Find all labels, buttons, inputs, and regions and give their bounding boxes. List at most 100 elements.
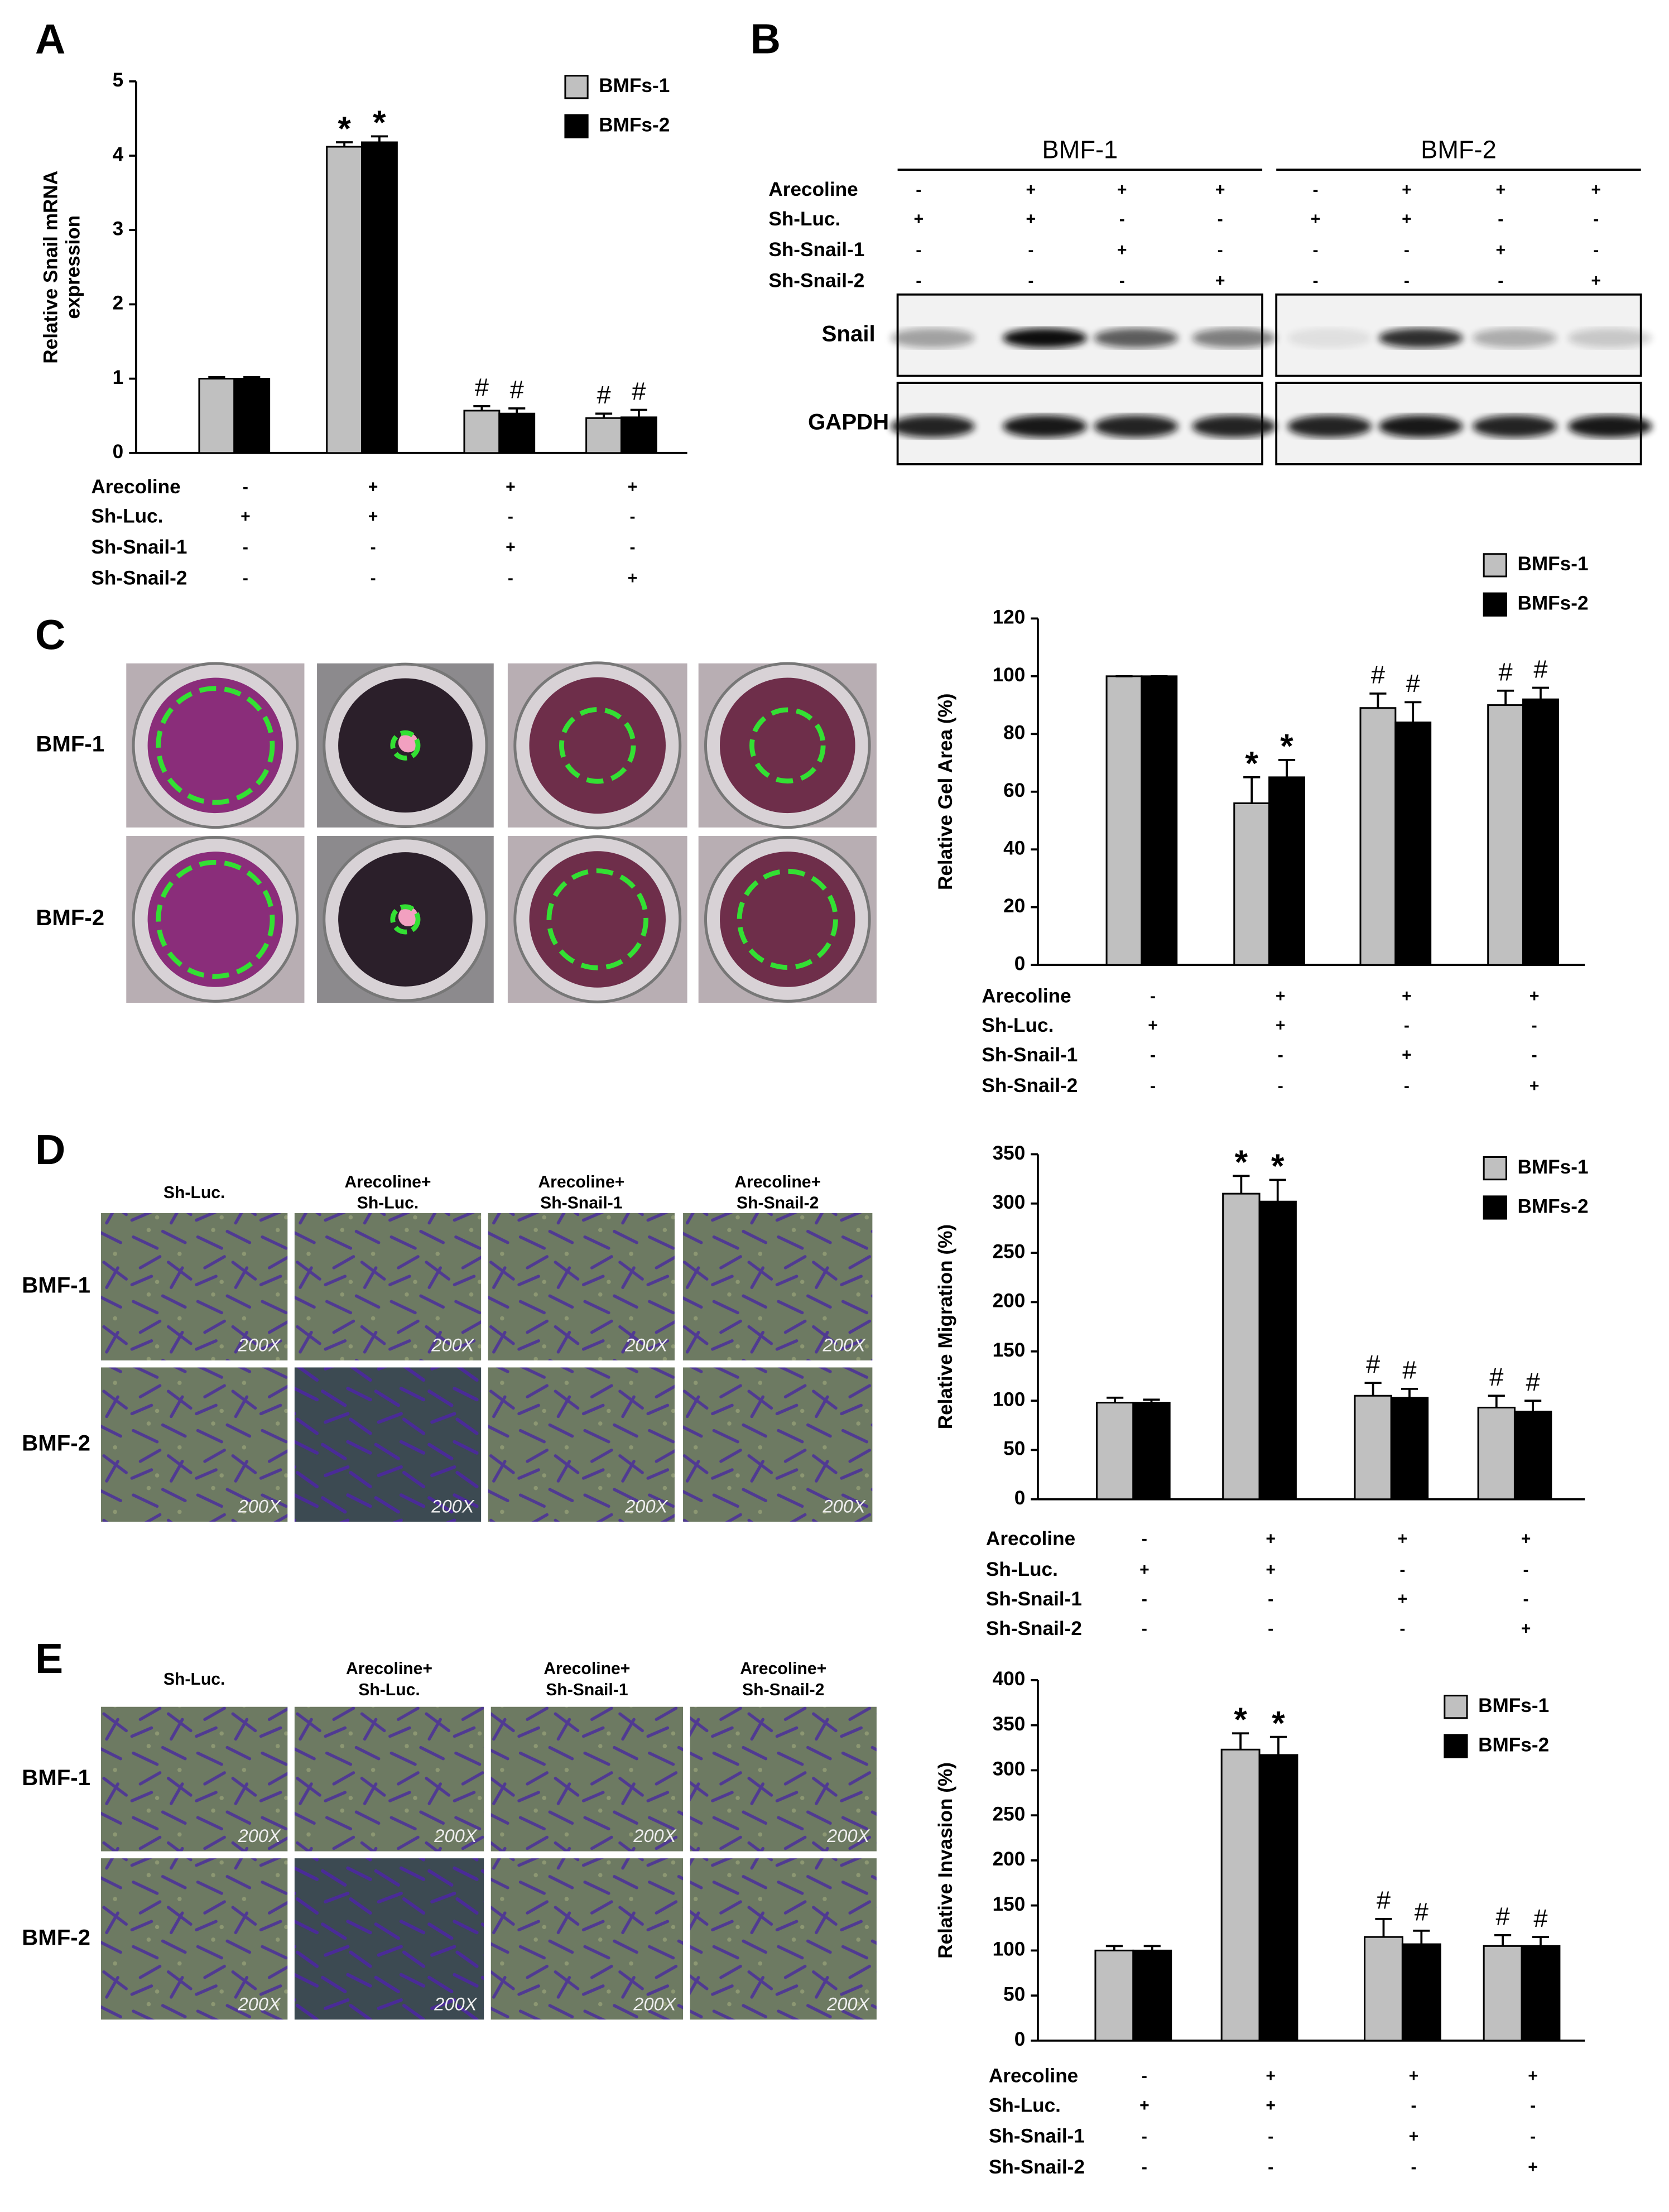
micrograph	[101, 1858, 288, 2020]
blot-row-label: Snail	[822, 321, 876, 346]
condition-sign: -	[508, 569, 513, 588]
condition-sign: -	[243, 569, 248, 588]
gel-outline	[749, 707, 826, 784]
y-tick-label: 400	[993, 1668, 1026, 1690]
error-bar	[473, 405, 490, 411]
bar	[585, 417, 622, 454]
error-bar	[1405, 701, 1422, 723]
condition-sign: +	[1398, 1530, 1408, 1549]
significance-mark: #	[1499, 657, 1513, 686]
significance-mark: #	[1415, 1898, 1428, 1926]
error-bar	[1243, 776, 1261, 804]
blot-band	[1192, 328, 1277, 348]
bar	[1132, 1949, 1172, 2042]
condition-sign: -	[243, 538, 248, 557]
condition-sign: -	[1142, 1530, 1147, 1549]
micrograph	[101, 1367, 288, 1522]
condition-sign: -	[1278, 1077, 1283, 1095]
magnification-label: 200X	[624, 1334, 668, 1355]
condition-sign: -	[1530, 2127, 1536, 2146]
blot-condition-sign: -	[916, 272, 921, 290]
blot-condition-sign: +	[1496, 241, 1506, 259]
error-bar	[1494, 1934, 1512, 1946]
blot-condition-label: Sh-Snail-1	[768, 239, 864, 261]
blot-condition-sign: -	[1313, 272, 1319, 290]
significance-mark: #	[1526, 1368, 1540, 1396]
condition-sign: +	[1409, 2067, 1419, 2085]
error-bar	[1143, 1398, 1160, 1403]
magnification-label: 200X	[826, 1825, 870, 1846]
condition-sign: +	[1402, 1046, 1412, 1064]
significance-mark: *	[1280, 727, 1293, 765]
legend-label: BMFs-2	[1517, 593, 1588, 614]
condition-sign: +	[506, 538, 516, 557]
condition-sign: +	[1409, 2127, 1419, 2146]
bar	[1522, 698, 1559, 966]
legend-swatch	[1444, 1695, 1468, 1719]
significance-mark: #	[1489, 1363, 1503, 1391]
condition-sign: -	[243, 478, 248, 497]
condition-sign: -	[1142, 1619, 1147, 1638]
condition-label: Sh-Snail-1	[982, 1044, 1078, 1066]
blot-condition-sign: +	[1026, 210, 1036, 229]
bar	[1268, 776, 1305, 966]
y-tick-label: 80	[1003, 722, 1025, 744]
error-bar	[1232, 1732, 1249, 1750]
micrograph-column-title: Sh-Snail-1	[540, 1194, 622, 1213]
micrograph-column-title: Sh-Luc.	[163, 1670, 225, 1689]
condition-label: Sh-Luc.	[91, 506, 163, 527]
micrograph-row-label: BMF-1	[22, 1273, 90, 1298]
error-bar	[1269, 1179, 1286, 1202]
error-bar	[1497, 689, 1514, 705]
error-bar	[1107, 1396, 1124, 1403]
micrograph	[294, 1367, 482, 1522]
condition-sign: +	[368, 507, 378, 526]
error-bar	[1105, 1945, 1123, 1951]
micrograph-row-label: BMF-2	[36, 905, 104, 930]
y-tick-label: 350	[993, 1142, 1026, 1164]
blot-condition-sign: +	[1311, 210, 1321, 229]
micrograph-column-title: Arecoline+	[345, 1173, 431, 1191]
bar	[1394, 722, 1432, 966]
y-tick-label: 300	[993, 1758, 1026, 1780]
error-bar	[1369, 692, 1387, 708]
bar	[1132, 1402, 1171, 1501]
condition-sign: -	[630, 507, 636, 526]
error-bar	[371, 135, 388, 143]
error-bar	[508, 407, 526, 414]
blot-condition-sign: -	[1593, 241, 1599, 259]
blot-condition-sign: +	[1591, 272, 1601, 290]
condition-sign: +	[1528, 2158, 1538, 2177]
condition-sign: +	[1266, 1561, 1276, 1579]
error-bar	[1233, 1175, 1250, 1194]
magnification-label: 200X	[237, 1334, 281, 1355]
y-tick-label: 250	[993, 1240, 1026, 1262]
bar	[1222, 1192, 1261, 1501]
blot-band	[1287, 415, 1372, 438]
micrograph	[488, 1367, 675, 1522]
magnification-label: 200X	[431, 1334, 474, 1355]
significance-mark: *	[1245, 744, 1258, 782]
error-bar	[1524, 1400, 1542, 1412]
micrograph	[294, 1213, 482, 1360]
condition-label: Sh-Snail-1	[91, 536, 187, 558]
condition-sign: -	[1523, 1561, 1529, 1579]
significance-mark: #	[1371, 661, 1385, 689]
significance-mark: *	[1271, 1147, 1285, 1185]
micrograph	[294, 1706, 484, 1852]
condition-sign: -	[1150, 987, 1156, 1006]
dish-gel	[529, 677, 666, 814]
micrograph	[683, 1213, 873, 1360]
bar	[1513, 1411, 1552, 1501]
blot-condition-sign: -	[1028, 272, 1033, 290]
blot-condition-sign: -	[1404, 241, 1410, 259]
magnification-label: 200X	[823, 1495, 866, 1516]
blot-band	[1567, 415, 1652, 438]
legend-swatch	[1483, 1156, 1507, 1181]
micrograph	[488, 1213, 675, 1360]
condition-label: Arecoline	[986, 1528, 1075, 1550]
y-tick-label: 50	[1003, 1983, 1025, 2005]
blot-condition-sign: -	[1218, 241, 1223, 259]
blot-group-label: BMF-2	[1421, 135, 1497, 164]
condition-sign: -	[1142, 2158, 1147, 2177]
